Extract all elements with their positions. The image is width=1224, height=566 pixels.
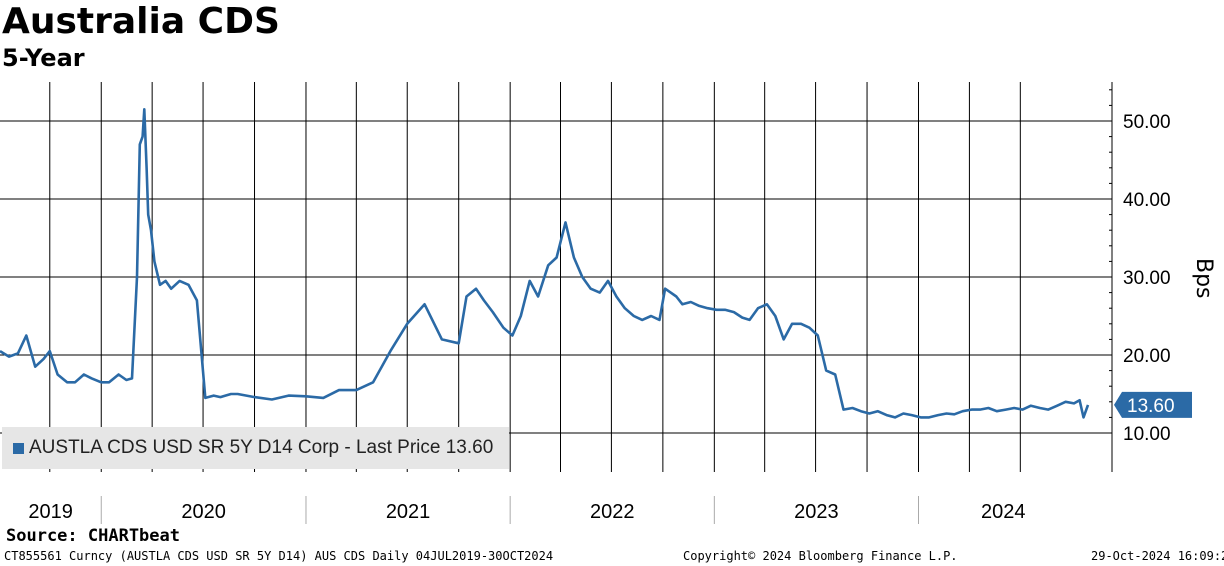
series-line-australia-cds [0, 108, 1090, 419]
y-tick-labels: 10.00 20.00 30.00 40.00 50.00 [1123, 112, 1171, 445]
last-price-tag: 13.60 [1114, 391, 1192, 418]
last-price-tag-shape [1114, 391, 1192, 418]
x-year-label: 2022 [590, 501, 635, 523]
x-year-label: 2024 [981, 501, 1026, 523]
chart-title: Australia CDS [2, 1, 280, 42]
ticker-info: CT855561 Curncy (AUSTLA CDS USD SR 5Y D1… [4, 549, 554, 563]
copyright-note: Copyright© 2024 Bloomberg Finance L.P. [683, 549, 958, 563]
y-tick-label: 30.00 [1123, 268, 1171, 289]
x-year-labels: 2019 2020 2021 2022 2023 2024 [28, 501, 1025, 523]
chart-axes [100, 82, 1113, 524]
legend: AUSTLA CDS USD SR 5Y D14 Corp - Last Pri… [2, 427, 509, 469]
x-year-label: 2023 [794, 501, 839, 523]
legend-swatch [13, 442, 24, 454]
y-tick-label: 20.00 [1123, 346, 1171, 367]
timestamp: 29-Oct-2024 16:09:21 [1091, 549, 1224, 563]
chart-subtitle: 5-Year [2, 44, 85, 72]
chart-gridlines [0, 82, 1112, 472]
y-tick-label: 40.00 [1123, 190, 1171, 211]
x-year-label: 2021 [386, 501, 431, 523]
x-year-label: 2020 [181, 501, 226, 523]
x-year-label: 2019 [28, 501, 73, 523]
last-price-tag-value: 13.60 [1127, 396, 1175, 417]
legend-label: AUSTLA CDS USD SR 5Y D14 Corp - Last Pri… [29, 437, 494, 458]
source-note: Source: CHARTbeat [6, 526, 180, 546]
y-tick-label: 50.00 [1123, 112, 1171, 133]
y-axis-label: Bps [1191, 258, 1216, 299]
y-tick-label: 10.00 [1123, 424, 1171, 445]
chart-series-layer [0, 108, 1090, 419]
